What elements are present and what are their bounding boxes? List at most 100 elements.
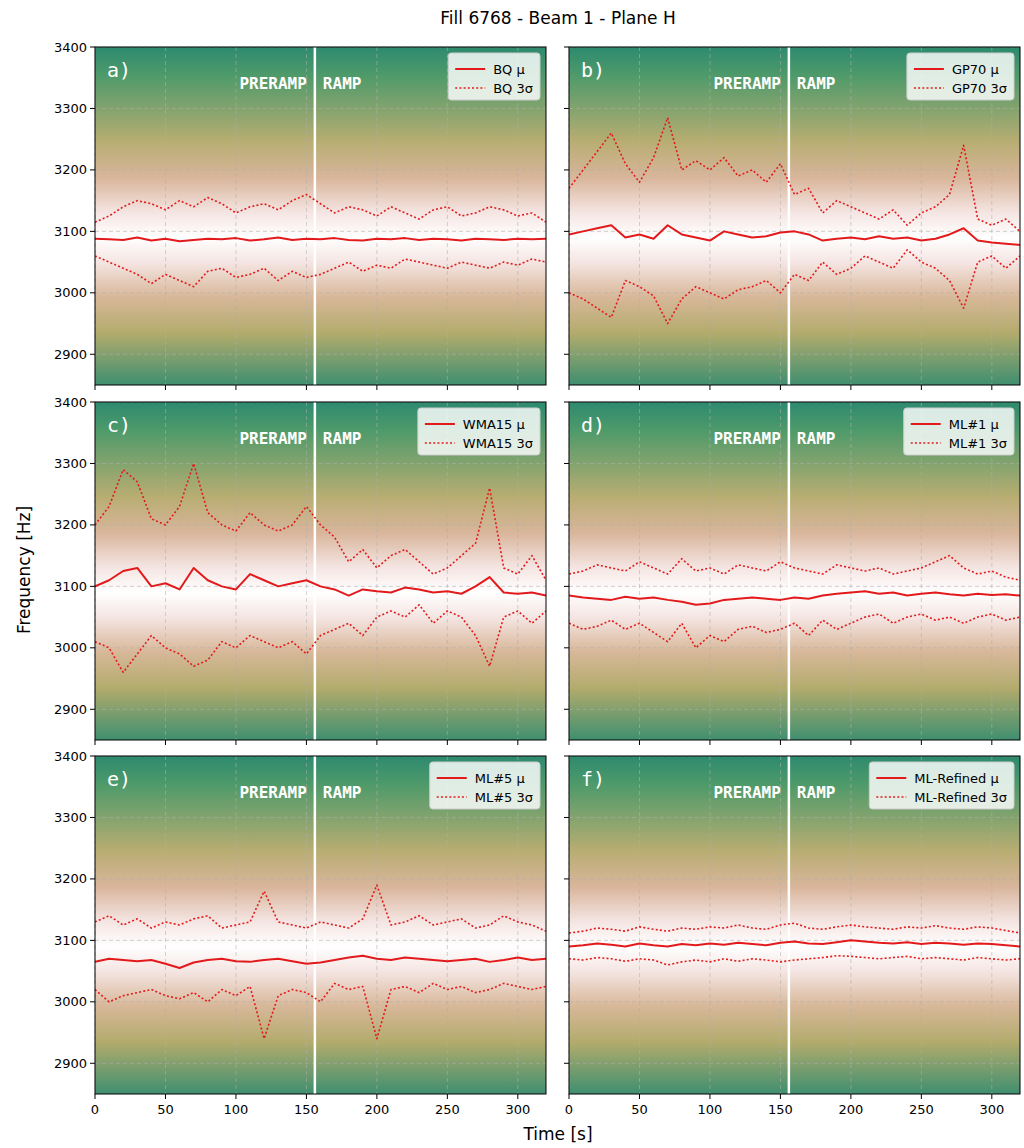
legend-swatch bbox=[914, 68, 944, 70]
legend-label: ML#1 μ bbox=[949, 417, 999, 432]
grid-line bbox=[639, 47, 640, 385]
tick-mark bbox=[90, 647, 95, 648]
phase-boundary bbox=[788, 756, 791, 1094]
tick-label: 3200 bbox=[54, 162, 87, 177]
phase-label: PRERAMP bbox=[239, 429, 306, 448]
data-group bbox=[569, 118, 1020, 324]
tick-label: 3300 bbox=[54, 810, 87, 825]
legend-box bbox=[430, 762, 540, 809]
phase-label: RAMP bbox=[797, 783, 836, 802]
phase-label: RAMP bbox=[323, 429, 362, 448]
grid-line bbox=[95, 1063, 546, 1064]
grid-line bbox=[569, 169, 1020, 170]
legend-box bbox=[869, 762, 1014, 809]
tick-mark bbox=[564, 940, 569, 941]
tick-mark bbox=[709, 385, 710, 390]
grid-line bbox=[569, 524, 1020, 525]
tick-mark bbox=[991, 740, 992, 745]
panel: b)PRERAMPRAMPGP70 μGP70 3σ bbox=[564, 47, 1020, 390]
spectrogram bbox=[95, 402, 546, 740]
tick-mark bbox=[90, 1063, 95, 1064]
tick-mark bbox=[90, 463, 95, 464]
mean-line bbox=[569, 225, 1020, 245]
boundary-group bbox=[788, 756, 789, 1094]
legend: ML#1 μ ML#1 3σ bbox=[904, 408, 1014, 455]
plot-frame bbox=[95, 402, 546, 740]
phase-label: PRERAMP bbox=[713, 429, 780, 448]
grid-line bbox=[376, 402, 377, 740]
grid-line bbox=[165, 402, 166, 740]
tick-mark bbox=[564, 756, 569, 757]
phase-label: PRERAMP bbox=[713, 74, 780, 93]
plot-frame bbox=[569, 47, 1020, 385]
legend: ML#5 μML#5 3σ bbox=[430, 762, 540, 809]
tick-mark bbox=[921, 1094, 922, 1099]
spectrogram bbox=[95, 47, 546, 385]
phase-boundary bbox=[788, 47, 791, 385]
mean-line bbox=[95, 238, 546, 242]
tick-mark bbox=[95, 385, 96, 390]
grid-line bbox=[95, 647, 546, 648]
spectrogram bbox=[569, 47, 1020, 385]
x-axis-title: Time [s] bbox=[522, 1124, 592, 1144]
legend-swatch bbox=[425, 423, 455, 425]
tick-mark bbox=[850, 385, 851, 390]
tick-label: 3400 bbox=[54, 40, 87, 55]
tick-mark bbox=[447, 740, 448, 745]
plot-frame bbox=[95, 756, 546, 1094]
grid-line bbox=[709, 402, 710, 740]
boundary-group bbox=[314, 402, 315, 740]
phase-label: PRERAMP bbox=[713, 783, 780, 802]
legend-label: BQ μ bbox=[493, 62, 525, 77]
tick-label: 3000 bbox=[54, 994, 87, 1009]
tick-label: 100 bbox=[224, 1102, 249, 1117]
legend-swatch bbox=[914, 87, 944, 89]
data-group bbox=[95, 463, 546, 672]
sigma-line bbox=[95, 463, 546, 580]
legend-label: WMA15 μ bbox=[463, 417, 525, 432]
phase-boundary bbox=[314, 402, 317, 740]
tick-label: 150 bbox=[768, 1102, 793, 1117]
grid-line bbox=[709, 756, 710, 1094]
data-group bbox=[95, 194, 546, 286]
grid-line bbox=[569, 1001, 1020, 1002]
legend-label: WMA15 3σ bbox=[463, 436, 533, 451]
grid-line bbox=[569, 647, 1020, 648]
tick-mark bbox=[90, 231, 95, 232]
grid-line bbox=[95, 878, 546, 879]
legend-box bbox=[448, 53, 540, 100]
legend-label: ML-Refined μ bbox=[914, 771, 998, 786]
grid-line bbox=[376, 756, 377, 1094]
tick-mark bbox=[517, 740, 518, 745]
legend-label: ML#1 3σ bbox=[949, 436, 1007, 451]
phase-boundary bbox=[788, 402, 791, 740]
grid-line bbox=[306, 402, 307, 740]
tick-mark bbox=[564, 108, 569, 109]
grid-line bbox=[95, 1001, 546, 1002]
tick-mark bbox=[90, 402, 95, 403]
legend-box bbox=[418, 408, 540, 455]
tick-label: 3200 bbox=[54, 871, 87, 886]
legend-box bbox=[907, 53, 1014, 100]
sigma-line bbox=[569, 556, 1020, 581]
grid-line bbox=[850, 47, 851, 385]
panel: 0501001502002503002900300031003200330034… bbox=[54, 749, 546, 1118]
grid-line bbox=[306, 756, 307, 1094]
grid-line bbox=[569, 463, 1020, 464]
boundary-group bbox=[788, 47, 789, 385]
tick-label: 200 bbox=[364, 1102, 389, 1117]
panel-letter: e) bbox=[107, 767, 131, 791]
legend-swatch bbox=[876, 777, 906, 779]
grid-line bbox=[569, 709, 1020, 710]
phase-label: PRERAMP bbox=[239, 783, 306, 802]
figure: Fill 6768 - Beam 1 - Plane HTime [s]Freq… bbox=[0, 0, 1024, 1148]
sigma-line bbox=[95, 983, 546, 1038]
tick-mark bbox=[376, 740, 377, 745]
grid-line bbox=[569, 354, 1020, 355]
grid-line bbox=[235, 47, 236, 385]
tick-label: 3100 bbox=[54, 933, 87, 948]
tick-mark bbox=[850, 740, 851, 745]
tick-mark bbox=[564, 169, 569, 170]
legend: WMA15 μ WMA15 3σ bbox=[418, 408, 540, 455]
tick-label: 50 bbox=[631, 1102, 648, 1117]
